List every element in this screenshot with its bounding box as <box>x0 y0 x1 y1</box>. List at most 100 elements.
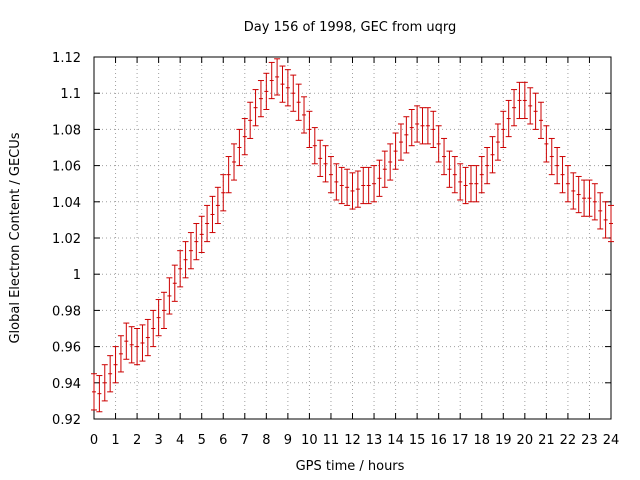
error-bar <box>581 179 588 217</box>
error-bar <box>257 80 264 118</box>
error-bar <box>527 87 534 125</box>
x-tick-label: 15 <box>409 433 426 448</box>
error-bar <box>403 116 410 154</box>
error-bar <box>489 136 496 174</box>
error-bar <box>543 125 550 163</box>
error-bar <box>220 174 227 212</box>
error-bar <box>193 223 200 261</box>
x-tick-label: 14 <box>387 433 404 448</box>
error-bar <box>96 375 103 413</box>
y-tick-label: 0.96 <box>52 341 81 356</box>
x-tick-label: 21 <box>538 433 555 448</box>
error-bar <box>575 175 582 214</box>
error-bar <box>344 168 351 206</box>
error-bar <box>123 322 130 360</box>
error-bar <box>155 299 162 337</box>
error-bar <box>494 123 501 161</box>
y-tick-label: 0.92 <box>52 413 81 428</box>
error-bar <box>478 156 485 194</box>
x-tick-label: 3 <box>154 433 162 448</box>
error-bar <box>182 241 189 279</box>
x-tick-label: 5 <box>198 433 206 448</box>
error-bar <box>214 186 221 225</box>
y-tick-label: 1.12 <box>52 51 81 66</box>
x-tick-label: 19 <box>495 433 512 448</box>
error-bar <box>586 179 593 217</box>
error-bar <box>424 107 431 145</box>
error-bar <box>430 110 437 148</box>
error-bar <box>392 132 399 170</box>
error-bar <box>204 204 211 243</box>
error-bar <box>322 145 329 183</box>
x-tick-label: 7 <box>241 433 249 448</box>
x-tick-label: 17 <box>452 433 469 448</box>
error-bar <box>225 156 232 194</box>
error-bar <box>117 335 124 373</box>
error-bar <box>371 165 378 203</box>
x-tick-label: 23 <box>581 433 598 448</box>
error-bar <box>311 127 318 165</box>
x-tick-label: 11 <box>323 433 340 448</box>
error-bar <box>511 89 518 127</box>
y-axis-label: Global Electron Content / GECUs <box>8 132 23 343</box>
error-bar <box>247 101 254 139</box>
error-bar <box>101 364 108 402</box>
error-bar <box>397 123 404 161</box>
error-bar <box>467 165 474 203</box>
x-tick-labels: 0 1 2 3 4 5 6 7 8 9 10 11 12 13 14 15 16 17 18 19 20 21 22 23 24 <box>90 433 619 448</box>
x-axis-label: GPS time / hours <box>296 459 405 474</box>
x-tick-label: 9 <box>284 433 292 448</box>
y-tick-label: 0.98 <box>52 304 81 319</box>
x-tick-label: 16 <box>430 433 447 448</box>
error-bar <box>446 150 453 188</box>
error-bar <box>274 58 281 96</box>
error-bar <box>284 69 291 107</box>
error-bar <box>187 232 194 270</box>
error-bar <box>171 264 178 302</box>
y-tick-labels: 0.92 0.94 0.96 0.98 1 1.02 1.04 1.06 1.08 1.1 1.12 <box>52 51 81 428</box>
error-bar <box>516 81 523 120</box>
x-tick-label: 2 <box>133 433 141 448</box>
error-bar <box>295 83 302 121</box>
error-bar <box>505 99 512 138</box>
x-tick-label: 6 <box>219 433 227 448</box>
x-tick-label: 0 <box>90 433 98 448</box>
y-tick-label: 1.1 <box>60 87 81 102</box>
error-bar <box>591 183 598 221</box>
y-tick-label: 1 <box>73 268 81 283</box>
error-bar <box>107 355 114 393</box>
error-bar <box>462 166 469 205</box>
error-bar <box>500 110 507 148</box>
chart-title: Day 156 of 1998, GEC from uqrg <box>244 20 457 35</box>
error-bar <box>209 195 216 234</box>
error-bar <box>198 215 205 253</box>
error-bar <box>128 326 135 364</box>
error-bar <box>349 172 356 210</box>
error-bar <box>236 128 243 167</box>
error-bar <box>161 291 168 329</box>
error-bar <box>263 72 270 110</box>
error-bar <box>381 150 388 188</box>
error-bar <box>457 163 464 201</box>
error-bar <box>597 192 604 230</box>
error-bar <box>387 143 394 181</box>
x-tick-label: 13 <box>366 433 383 448</box>
error-bar <box>554 147 561 185</box>
error-bar <box>608 204 614 243</box>
error-bar <box>414 105 421 143</box>
error-bar <box>559 156 566 194</box>
error-bar <box>365 166 372 205</box>
error-bar <box>91 373 97 411</box>
error-bar <box>484 147 491 185</box>
error-bar <box>241 118 248 156</box>
error-bar <box>338 166 345 205</box>
error-bar <box>354 170 361 208</box>
error-bar <box>327 156 334 194</box>
error-bar <box>451 156 458 194</box>
x-tick-label: 20 <box>517 433 534 448</box>
x-tick-label: 12 <box>344 433 361 448</box>
error-bar <box>139 324 146 362</box>
error-bar <box>252 89 259 127</box>
y-tick-label: 0.94 <box>52 377 81 392</box>
y-tick-label: 1.04 <box>52 196 81 211</box>
